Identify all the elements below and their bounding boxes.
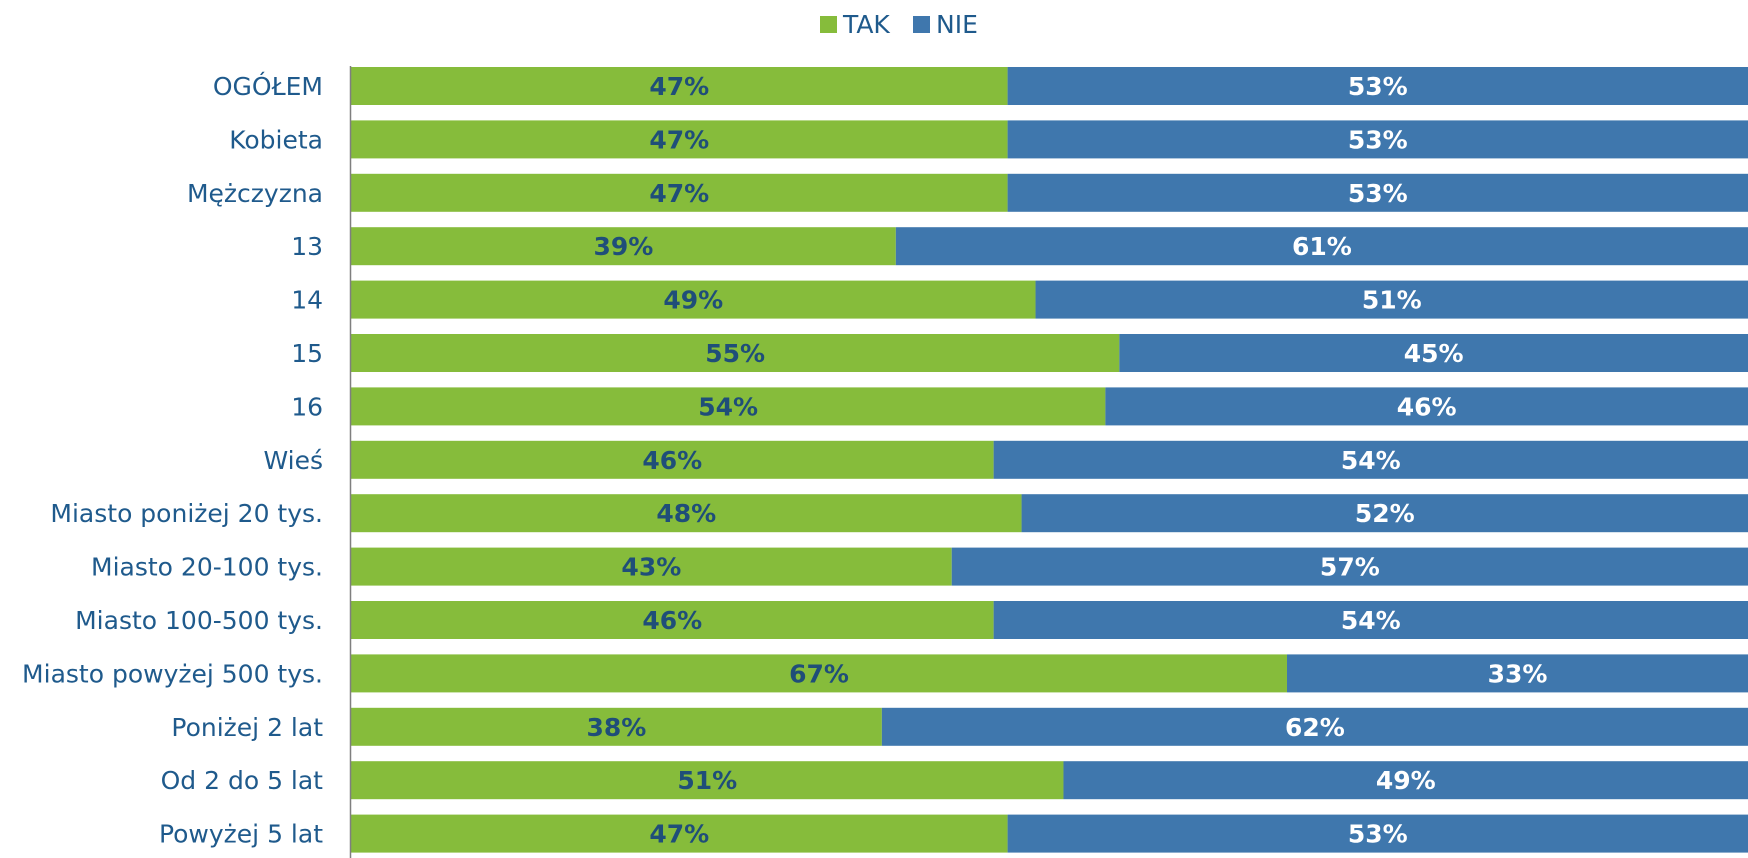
data-label-nie: 62% (1285, 713, 1345, 742)
bar-segment-tak (351, 547, 952, 586)
bar-segment-tak (351, 173, 1008, 212)
data-label-nie: 45% (1404, 339, 1464, 368)
bar-segment-tak (351, 227, 896, 266)
bar-segment-nie (1063, 761, 1748, 800)
bar-segment-nie (881, 707, 1748, 746)
category-label: Miasto poniżej 20 tys. (50, 499, 323, 528)
data-label-tak: 43% (621, 553, 681, 582)
data-label-nie: 49% (1376, 766, 1436, 795)
bar-segment-tak (351, 120, 1008, 159)
bar-segment-nie (993, 601, 1748, 639)
category-label: Mężczyzna (187, 179, 323, 208)
data-label-nie: 51% (1362, 286, 1422, 315)
category-label: Miasto 20-100 tys. (91, 553, 323, 582)
bar-segment-nie (1007, 173, 1748, 212)
category-label: Miasto 100-500 tys. (75, 606, 323, 635)
bar-segment-tak (351, 761, 1064, 800)
category-label: OGÓŁEM (213, 71, 323, 101)
category-label: 13 (291, 232, 323, 261)
category-label: 16 (291, 392, 323, 421)
bar-segment-tak (351, 601, 994, 639)
category-label: Miasto powyżej 500 tys. (22, 659, 323, 688)
bar-segment-nie (1007, 120, 1748, 159)
bar-segment-nie (1286, 654, 1748, 693)
legend-swatch-tak (820, 16, 837, 33)
bar-segment-nie (1007, 814, 1748, 853)
data-label-tak: 38% (587, 713, 647, 742)
category-label: Poniżej 2 lat (171, 713, 323, 742)
bar-segment-tak (351, 67, 1008, 105)
data-label-tak: 54% (698, 392, 758, 421)
category-label: Od 2 do 5 lat (161, 766, 324, 795)
bars: 47% 53% 47% 53% 47% 53% 39% 61% 49% 51% 55% 45% 54% 4… (351, 67, 1748, 853)
bar-segment-nie (895, 227, 1748, 266)
data-label-tak: 46% (642, 446, 702, 475)
data-label-tak: 46% (642, 606, 702, 635)
data-label-nie: 52% (1355, 499, 1415, 528)
category-label: Kobieta (229, 125, 323, 154)
category-label: 15 (291, 339, 323, 368)
data-label-nie: 53% (1348, 820, 1408, 849)
bar-segment-nie (1021, 494, 1748, 533)
data-label-tak: 47% (649, 179, 709, 208)
data-label-nie: 53% (1348, 125, 1408, 154)
data-label-tak: 47% (649, 125, 709, 154)
data-label-nie: 53% (1348, 179, 1408, 208)
data-label-tak: 47% (649, 72, 709, 101)
data-label-nie: 57% (1320, 553, 1380, 582)
bar-segment-nie (1105, 387, 1748, 426)
data-label-tak: 47% (649, 820, 709, 849)
bar-segment-tak (351, 707, 882, 746)
data-label-nie: 54% (1341, 606, 1401, 635)
data-label-nie: 53% (1348, 72, 1408, 101)
legend-swatch-nie (913, 16, 930, 33)
data-label-tak: 39% (593, 232, 653, 261)
legend-label-nie: NIE (936, 10, 978, 39)
legend: TAK NIE (820, 10, 978, 39)
data-label-nie: 33% (1488, 659, 1548, 688)
bar-segment-tak (351, 654, 1287, 693)
bar-segment-nie (1035, 280, 1748, 319)
bar-segment-nie (951, 547, 1748, 586)
legend-label-tak: TAK (842, 10, 890, 39)
category-label: Powyżej 5 lat (159, 820, 323, 849)
data-label-tak: 49% (663, 286, 723, 315)
bar-segment-nie (993, 440, 1748, 479)
data-label-nie: 54% (1341, 446, 1401, 475)
data-label-tak: 67% (789, 659, 849, 688)
bar-segment-nie (1007, 67, 1748, 105)
data-label-nie: 46% (1397, 392, 1457, 421)
category-labels: OGÓŁEM Kobieta Mężczyzna 13 14 15 16 Wieś Miasto… (22, 71, 323, 849)
bar-segment-nie (1119, 334, 1748, 372)
bar-segment-tak (351, 280, 1036, 319)
data-label-tak: 48% (656, 499, 716, 528)
category-label: Wieś (263, 446, 323, 475)
data-label-nie: 61% (1292, 232, 1352, 261)
bar-segment-tak (351, 494, 1022, 533)
data-label-tak: 51% (677, 766, 737, 795)
data-label-tak: 55% (705, 339, 765, 368)
bar-segment-tak (351, 814, 1008, 853)
bar-segment-tak (351, 334, 1120, 372)
category-label: 14 (291, 286, 323, 315)
bar-segment-tak (351, 440, 994, 479)
bar-segment-tak (351, 387, 1106, 426)
